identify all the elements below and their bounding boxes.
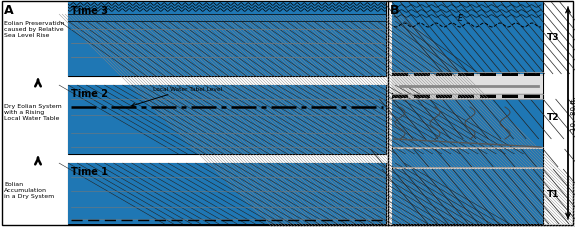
Bar	[68, 163, 386, 224]
Bar	[68, 86, 386, 154]
Bar	[68, 86, 386, 154]
Bar	[392, 100, 543, 139]
Bar	[392, 77, 543, 94]
Bar	[68, 86, 386, 154]
Bar	[436, 74, 452, 78]
Polygon shape	[136, 85, 201, 103]
Bar	[68, 163, 386, 224]
Bar	[392, 3, 543, 26]
Bar	[502, 74, 518, 78]
Polygon shape	[296, 204, 361, 219]
Bar	[68, 86, 386, 154]
Bar	[392, 100, 543, 147]
Polygon shape	[223, 205, 283, 219]
Bar	[68, 3, 386, 77]
Bar	[68, 103, 386, 113]
Text: Local Water Tabel Level: Local Water Tabel Level	[132, 87, 223, 107]
Text: T2: T2	[547, 113, 559, 122]
Bar	[414, 95, 430, 99]
Polygon shape	[273, 83, 343, 103]
Bar	[68, 86, 386, 154]
Bar	[458, 95, 474, 99]
Bar	[502, 95, 518, 99]
Bar	[392, 100, 543, 147]
Bar	[68, 22, 386, 77]
Bar	[480, 95, 496, 99]
Bar	[458, 74, 474, 78]
Polygon shape	[81, 89, 136, 103]
Bar	[524, 95, 540, 99]
Bar	[68, 15, 386, 22]
Bar	[480, 74, 496, 78]
Bar	[68, 3, 386, 15]
Bar	[436, 95, 452, 99]
Bar	[68, 3, 386, 15]
Text: Dry Eolian System
with a Rising
Local Water Table: Dry Eolian System with a Rising Local Wa…	[4, 104, 62, 121]
Polygon shape	[333, 89, 383, 103]
Bar	[68, 86, 386, 154]
Text: Time 3: Time 3	[71, 6, 108, 16]
Bar	[68, 86, 386, 154]
Text: Time 1: Time 1	[71, 166, 108, 176]
Bar	[392, 3, 543, 26]
Text: A: A	[4, 4, 14, 17]
Bar	[392, 3, 543, 26]
Text: B: B	[390, 4, 400, 17]
Bar	[68, 163, 386, 224]
Bar	[68, 163, 386, 224]
Text: T1: T1	[547, 190, 559, 199]
Bar	[68, 163, 386, 224]
Bar	[68, 22, 386, 77]
Bar	[68, 163, 386, 224]
Bar	[392, 169, 543, 224]
Polygon shape	[78, 207, 128, 219]
Bar	[392, 100, 543, 147]
Bar	[392, 3, 543, 224]
Bar	[68, 15, 386, 22]
Bar	[392, 74, 408, 78]
Text: Eolian Preservation
caused by Relative
Sea Level Rise: Eolian Preservation caused by Relative S…	[4, 21, 64, 38]
Text: T3: T3	[547, 33, 559, 42]
Bar	[392, 95, 408, 99]
Bar	[524, 74, 540, 78]
Polygon shape	[133, 203, 203, 219]
Polygon shape	[93, 27, 238, 54]
Polygon shape	[213, 87, 273, 103]
Bar	[68, 163, 386, 224]
Polygon shape	[361, 207, 416, 219]
Text: E: E	[458, 14, 462, 23]
Text: 10 - 80 ft.: 10 - 80 ft.	[571, 96, 575, 131]
Bar	[392, 3, 543, 75]
Bar	[68, 22, 386, 77]
Text: Eolian
Accumulation
in a Dry System: Eolian Accumulation in a Dry System	[4, 181, 54, 199]
Bar	[392, 100, 543, 147]
Bar	[392, 149, 543, 167]
Bar	[68, 86, 386, 154]
Bar	[68, 3, 386, 15]
Bar	[68, 3, 386, 15]
Text: Time 2: Time 2	[71, 89, 108, 99]
Bar	[414, 74, 430, 78]
